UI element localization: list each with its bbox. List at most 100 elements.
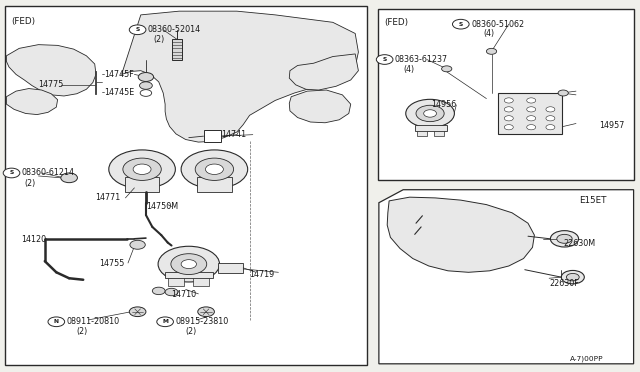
Bar xyxy=(197,177,232,192)
Text: 14719: 14719 xyxy=(250,270,275,279)
Circle shape xyxy=(130,240,145,249)
Bar xyxy=(172,39,182,60)
Text: 14710: 14710 xyxy=(172,290,196,299)
Circle shape xyxy=(527,98,536,103)
Circle shape xyxy=(442,66,452,72)
Circle shape xyxy=(3,168,20,178)
Circle shape xyxy=(527,125,536,130)
Bar xyxy=(498,93,562,134)
Text: S: S xyxy=(459,22,463,27)
Circle shape xyxy=(171,254,207,275)
Circle shape xyxy=(138,73,154,81)
Circle shape xyxy=(195,158,234,180)
Text: (2): (2) xyxy=(154,35,165,44)
Circle shape xyxy=(561,270,584,284)
Text: N: N xyxy=(54,319,59,324)
Text: 08363-61237: 08363-61237 xyxy=(395,55,448,64)
Text: 14957: 14957 xyxy=(599,121,625,130)
Circle shape xyxy=(133,164,151,174)
Polygon shape xyxy=(6,45,96,96)
Circle shape xyxy=(416,105,444,122)
Circle shape xyxy=(61,173,77,183)
Text: 08360-52014: 08360-52014 xyxy=(148,25,201,34)
Text: (FED): (FED) xyxy=(384,18,408,27)
Polygon shape xyxy=(379,190,634,364)
Circle shape xyxy=(504,98,513,103)
Circle shape xyxy=(140,82,152,89)
Text: 14745F: 14745F xyxy=(104,70,133,79)
Circle shape xyxy=(152,287,165,295)
Text: M: M xyxy=(162,319,168,324)
Circle shape xyxy=(129,307,146,317)
Circle shape xyxy=(406,99,454,128)
Circle shape xyxy=(546,125,555,130)
Circle shape xyxy=(109,150,175,189)
Circle shape xyxy=(158,246,220,282)
Text: (FED): (FED) xyxy=(12,17,36,26)
Text: 22630M: 22630M xyxy=(563,239,595,248)
Text: (2): (2) xyxy=(186,327,197,336)
Text: 14775: 14775 xyxy=(38,80,64,89)
Text: 14755: 14755 xyxy=(99,259,125,267)
Circle shape xyxy=(546,116,555,121)
Polygon shape xyxy=(122,11,358,142)
Circle shape xyxy=(546,107,555,112)
Circle shape xyxy=(504,107,513,112)
Polygon shape xyxy=(289,90,351,123)
Circle shape xyxy=(452,19,469,29)
Text: S: S xyxy=(136,27,140,32)
Bar xyxy=(417,131,427,136)
Circle shape xyxy=(181,150,248,189)
Text: 14956: 14956 xyxy=(431,100,456,109)
Bar xyxy=(204,130,221,142)
Text: 14741: 14741 xyxy=(221,130,246,139)
Circle shape xyxy=(123,158,161,180)
Text: 08360-51062: 08360-51062 xyxy=(471,20,524,29)
Bar xyxy=(415,125,447,131)
Text: 14120: 14120 xyxy=(21,235,46,244)
Text: 22630F: 22630F xyxy=(549,279,579,288)
Text: E15ET: E15ET xyxy=(579,196,607,205)
Circle shape xyxy=(376,55,393,64)
Circle shape xyxy=(157,317,173,327)
Circle shape xyxy=(566,273,579,281)
Text: 08915-23810: 08915-23810 xyxy=(175,317,228,326)
Circle shape xyxy=(527,116,536,121)
Text: A-7)00PP: A-7)00PP xyxy=(570,355,604,362)
Circle shape xyxy=(504,116,513,121)
Circle shape xyxy=(504,125,513,130)
Circle shape xyxy=(550,231,579,247)
Bar xyxy=(434,131,444,136)
Circle shape xyxy=(557,234,572,243)
Text: (4): (4) xyxy=(484,29,495,38)
Polygon shape xyxy=(6,89,58,115)
Circle shape xyxy=(198,307,214,317)
Text: (2): (2) xyxy=(24,179,36,187)
Bar xyxy=(5,6,367,365)
Circle shape xyxy=(181,260,196,269)
Circle shape xyxy=(558,90,568,96)
Circle shape xyxy=(165,288,178,296)
Text: (2): (2) xyxy=(77,327,88,336)
Text: 08360-61214: 08360-61214 xyxy=(22,169,75,177)
Text: S: S xyxy=(383,57,387,62)
Circle shape xyxy=(129,25,146,35)
Circle shape xyxy=(205,164,223,174)
Circle shape xyxy=(486,48,497,54)
Text: 14750M: 14750M xyxy=(146,202,178,211)
Bar xyxy=(165,272,213,278)
Bar xyxy=(95,71,96,94)
Circle shape xyxy=(527,107,536,112)
Text: S: S xyxy=(10,170,13,176)
Text: 08911-20810: 08911-20810 xyxy=(67,317,120,326)
Circle shape xyxy=(48,317,65,327)
Bar xyxy=(193,278,209,286)
Text: 14745E: 14745E xyxy=(104,88,134,97)
Bar xyxy=(218,263,243,273)
Text: (4): (4) xyxy=(404,65,415,74)
Bar xyxy=(168,278,184,286)
Text: 14771: 14771 xyxy=(95,193,120,202)
Polygon shape xyxy=(289,54,358,90)
Circle shape xyxy=(140,90,152,96)
Polygon shape xyxy=(387,197,534,272)
